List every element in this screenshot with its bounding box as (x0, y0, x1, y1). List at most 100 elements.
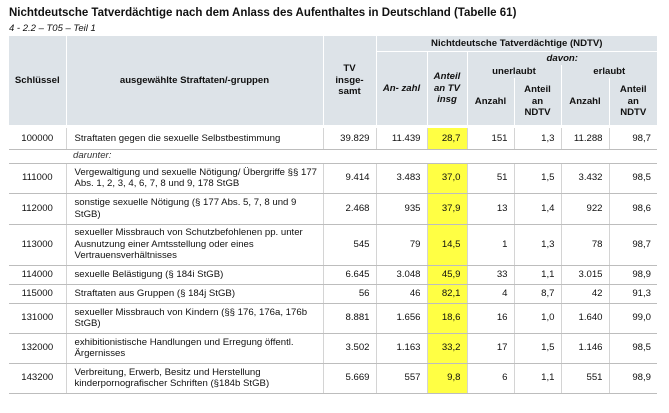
row-tv: 3.502 (322, 333, 376, 364)
row-code: 114000 (9, 265, 66, 285)
row-anteil-tv: 37,0 (426, 163, 467, 194)
table-row: 143200 Verbreitung, Erwerb, Besitz und H… (9, 363, 658, 394)
row-anzahl: 3.048 (375, 265, 427, 285)
row-label: exhibitionistische Handlungen und Erregu… (65, 333, 323, 364)
row-anteil-tv: 14,5 (426, 224, 467, 266)
row-label: Straftaten gegen die sexuelle Selbstbest… (65, 128, 323, 150)
darunter-row: darunter: (9, 149, 658, 164)
row-unerlaubt-anteil: 1,4 (513, 193, 561, 225)
row-unerlaubt-anteil: 1,3 (513, 224, 561, 266)
row-erlaubt-anzahl: 42 (560, 284, 609, 304)
row-anzahl: 557 (375, 363, 427, 394)
row-label: Verbreitung, Erwerb, Besitz und Herstell… (65, 363, 323, 394)
row-tv: 545 (322, 224, 376, 266)
row-unerlaubt-anzahl: 17 (466, 333, 514, 364)
row-erlaubt-anzahl: 551 (560, 363, 609, 394)
darunter-label: darunter: (9, 149, 658, 164)
row-code: 115000 (9, 284, 66, 304)
header-anzahl: An- zahl (376, 51, 428, 125)
header-unerlaubt: unerlaubt (467, 65, 562, 78)
header-unerlaubt-anteil: Anteil an NDTV (514, 78, 562, 125)
row-tv: 2.468 (322, 193, 376, 225)
table-header: Schlüssel ausgewählte Straftaten/-gruppe… (9, 36, 658, 125)
header-ndtv-group: Nichtdeutsche Tatverdächtige (NDTV) (376, 36, 658, 52)
row-code: 112000 (9, 193, 66, 225)
row-label: sexueller Missbrauch von Kindern (§§ 176… (65, 303, 323, 334)
row-anteil-tv: 37,9 (426, 193, 467, 225)
row-code: 131000 (9, 303, 66, 334)
row-anteil-tv: 9,8 (426, 363, 467, 394)
row-erlaubt-anzahl: 3.432 (560, 163, 609, 194)
row-unerlaubt-anteil: 1,1 (513, 265, 561, 285)
header-unerlaubt-anzahl: Anzahl (467, 78, 515, 125)
row-erlaubt-anzahl: 3.015 (560, 265, 609, 285)
row-label: sonstige sexuelle Nötigung (§ 177 Abs. 5… (65, 193, 323, 225)
row-erlaubt-anteil: 98,6 (608, 193, 658, 225)
row-label: sexuelle Belästigung (§ 184i StGB) (65, 265, 323, 285)
row-tv: 5.669 (322, 363, 376, 394)
table-row: 132000 exhibitionistische Handlungen und… (9, 333, 658, 364)
row-unerlaubt-anzahl: 1 (466, 224, 514, 266)
row-erlaubt-anzahl: 922 (560, 193, 609, 225)
row-erlaubt-anteil: 98,7 (608, 224, 658, 266)
header-erlaubt-anzahl: Anzahl (561, 78, 610, 125)
header-erlaubt: erlaubt (561, 65, 658, 78)
row-anzahl: 11.439 (375, 128, 427, 150)
table-row: 114000 sexuelle Belästigung (§ 184i StGB… (9, 265, 658, 285)
table-body: 100000 Straftaten gegen die sexuelle Sel… (9, 125, 658, 394)
row-erlaubt-anzahl: 1.640 (560, 303, 609, 334)
header-tv-insgesamt: TV insge- samt (323, 36, 377, 125)
row-anzahl: 1.163 (375, 333, 427, 364)
table-row: 100000 Straftaten gegen die sexuelle Sel… (9, 128, 658, 150)
row-erlaubt-anteil: 98,9 (608, 265, 658, 285)
row-label: Straftaten aus Gruppen (§ 184j StGB) (65, 284, 323, 304)
row-erlaubt-anzahl: 78 (560, 224, 609, 266)
row-erlaubt-anteil: 98,9 (608, 363, 658, 394)
row-unerlaubt-anzahl: 51 (466, 163, 514, 194)
row-code: 113000 (9, 224, 66, 266)
row-anzahl: 1.656 (375, 303, 427, 334)
row-unerlaubt-anzahl: 4 (466, 284, 514, 304)
row-anzahl: 935 (375, 193, 427, 225)
header-anteil-tv: Anteil an TV insg (427, 51, 468, 125)
row-anteil-tv: 28,7 (426, 128, 467, 150)
table-row: 112000 sonstige sexuelle Nötigung (§ 177… (9, 193, 658, 225)
header-davon: davon: (467, 51, 658, 65)
row-anteil-tv: 18,6 (426, 303, 467, 334)
row-label: Vergewaltigung und sexuelle Nötigung/ Üb… (65, 163, 323, 194)
row-unerlaubt-anteil: 1,0 (513, 303, 561, 334)
row-unerlaubt-anzahl: 33 (466, 265, 514, 285)
data-table: Schlüssel ausgewählte Straftaten/-gruppe… (9, 36, 658, 394)
row-tv: 39.829 (322, 128, 376, 150)
row-tv: 9.414 (322, 163, 376, 194)
row-anzahl: 3.483 (375, 163, 427, 194)
row-anzahl: 79 (375, 224, 427, 266)
row-unerlaubt-anzahl: 6 (466, 363, 514, 394)
row-unerlaubt-anteil: 1,5 (513, 163, 561, 194)
row-tv: 6.645 (322, 265, 376, 285)
row-erlaubt-anteil: 91,3 (608, 284, 658, 304)
table-row: 115000 Straftaten aus Gruppen (§ 184j St… (9, 284, 658, 304)
row-erlaubt-anteil: 98,5 (608, 163, 658, 194)
row-tv: 8.881 (322, 303, 376, 334)
table-row: 131000 sexueller Missbrauch von Kindern … (9, 303, 658, 334)
row-erlaubt-anzahl: 11.288 (560, 128, 609, 150)
row-erlaubt-anteil: 98,7 (608, 128, 658, 150)
row-code: 132000 (9, 333, 66, 364)
table-title: Nichtdeutsche Tatverdächtige nach dem An… (9, 7, 517, 19)
row-unerlaubt-anzahl: 151 (466, 128, 514, 150)
header-straftaten: ausgewählte Straftaten/-gruppen (66, 36, 324, 125)
row-code: 111000 (9, 163, 66, 194)
row-erlaubt-anzahl: 1.146 (560, 333, 609, 364)
table-row: 111000 Vergewaltigung und sexuelle Nötig… (9, 163, 658, 194)
row-erlaubt-anteil: 98,5 (608, 333, 658, 364)
row-anzahl: 46 (375, 284, 427, 304)
header-erlaubt-anteil: Anteil an NDTV (609, 78, 658, 125)
row-erlaubt-anteil: 99,0 (608, 303, 658, 334)
table-row: 113000 sexueller Missbrauch von Schutzbe… (9, 224, 658, 266)
row-anteil-tv: 45,9 (426, 265, 467, 285)
row-anteil-tv: 82,1 (426, 284, 467, 304)
row-unerlaubt-anteil: 1,1 (513, 363, 561, 394)
row-anteil-tv: 33,2 (426, 333, 467, 364)
row-unerlaubt-anteil: 1,3 (513, 128, 561, 150)
